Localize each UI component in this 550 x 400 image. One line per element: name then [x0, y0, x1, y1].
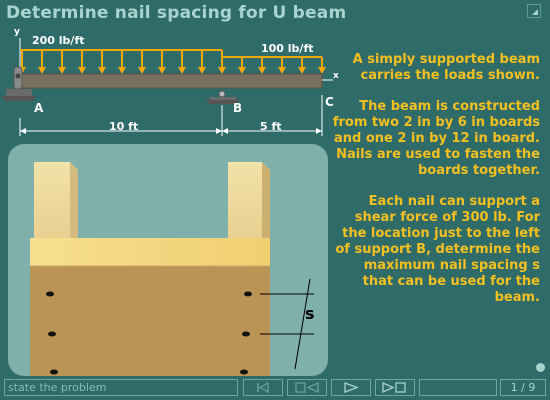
y-axis-label: y: [14, 27, 20, 37]
load-arrow-head: [118, 67, 126, 74]
page-title: Determine nail spacing for U beam: [6, 3, 347, 23]
load-arrow-head: [98, 67, 106, 74]
load-arrow-head: [318, 67, 326, 74]
nail-head: [244, 291, 252, 297]
u-beam-illustration: [8, 144, 328, 376]
page-indicator: 1 / 9: [500, 379, 546, 396]
load-arrow-head: [238, 67, 246, 74]
span-ab-label: 10 ft: [109, 120, 139, 133]
page-separator: /: [521, 381, 525, 394]
load-arrow-head: [258, 67, 266, 74]
progress-dot-icon: [536, 363, 545, 372]
load-arrows-left: [18, 50, 226, 74]
support-b-label: B: [233, 101, 243, 115]
step-back-icon: [295, 382, 319, 393]
nail-head: [50, 369, 58, 375]
beam-diagram: [2, 38, 333, 136]
slider-box[interactable]: [419, 379, 497, 396]
step-back-button[interactable]: [287, 379, 327, 396]
load-arrow-head: [218, 67, 226, 74]
step-forward-icon: [382, 381, 406, 394]
load-arrow-head: [38, 67, 46, 74]
load-right-label: 100 lb/ft: [261, 42, 314, 55]
x-axis-label: x: [333, 71, 339, 81]
description-paragraph-1: A simply supported beam carries the load…: [352, 52, 540, 83]
nail-head: [48, 331, 56, 337]
load-arrow-head: [178, 67, 186, 74]
load-left-label: 200 lb/ft: [32, 34, 85, 47]
span-bc-label: 5 ft: [260, 120, 282, 133]
nail-head: [46, 291, 54, 297]
support-b: [206, 90, 240, 104]
spacing-label: s: [305, 304, 315, 323]
load-arrows-right: [238, 57, 326, 74]
status-bar: state the problem: [4, 379, 238, 396]
page-number: 1: [510, 381, 518, 394]
play-button[interactable]: [331, 379, 371, 396]
load-arrow-head: [78, 67, 86, 74]
first-page-button[interactable]: [243, 379, 283, 396]
load-arrow-head: [278, 67, 286, 74]
load-arrow-head: [138, 67, 146, 74]
description-paragraph-2: The beam is constructed from two 2 in by…: [332, 99, 540, 178]
end-c-label: C: [325, 95, 334, 109]
first-page-icon: [257, 381, 269, 394]
load-arrow-head: [298, 67, 306, 74]
load-arrow-head: [198, 67, 206, 74]
expand-icon[interactable]: [527, 4, 541, 18]
load-arrow-head: [58, 67, 66, 74]
description-paragraph-3: Each nail can support a shear force of 3…: [335, 194, 540, 305]
nail-head: [240, 369, 248, 375]
nails: [46, 291, 252, 375]
problem-description: A simply supported beam carries the load…: [330, 52, 540, 321]
beam-body: [15, 73, 323, 89]
page-total: 9: [528, 381, 536, 394]
support-a: [2, 66, 36, 101]
play-icon: [344, 382, 359, 393]
support-a-label: A: [34, 101, 44, 115]
load-arrow-head: [158, 67, 166, 74]
nail-head: [242, 331, 250, 337]
step-forward-button[interactable]: [375, 379, 415, 396]
